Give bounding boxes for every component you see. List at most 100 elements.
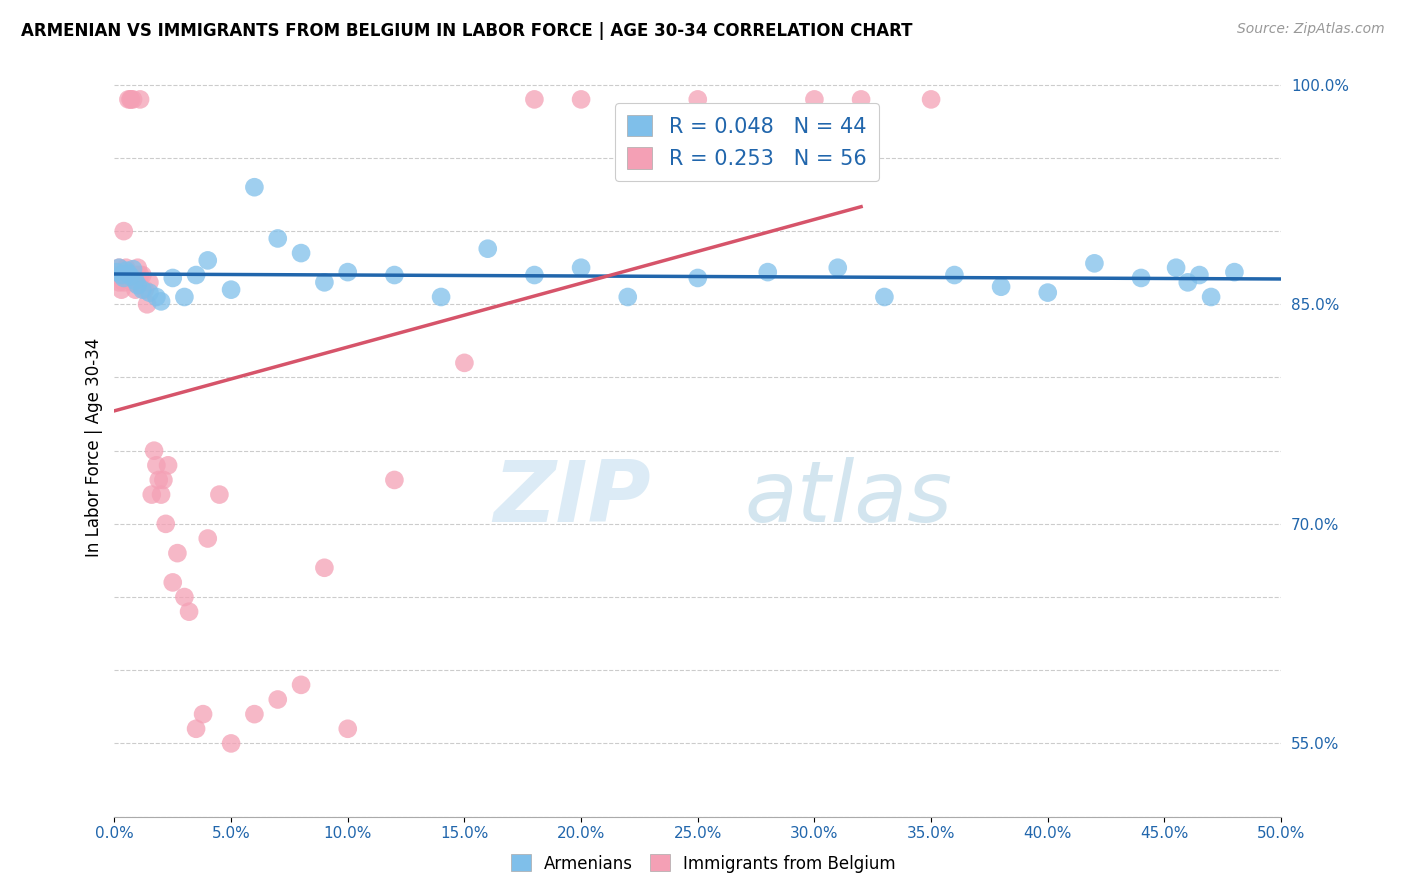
Point [1199,290,1222,304]
Point [124,268,146,282]
Point [184,268,207,282]
Point [477,242,499,256]
Point [827,260,849,275]
Point [115,271,138,285]
Point [1130,271,1153,285]
Point [243,707,266,722]
Point [219,736,242,750]
Point [124,283,146,297]
Point [138,276,160,290]
Point [873,290,896,304]
Point [122,276,145,290]
Point [336,722,359,736]
Point [756,265,779,279]
Point [569,92,592,106]
Point [127,260,149,275]
Text: ARMENIAN VS IMMIGRANTS FROM BELGIUM IN LABOR FORCE | AGE 30-34 CORRELATION CHART: ARMENIAN VS IMMIGRANTS FROM BELGIUM IN L… [21,22,912,40]
Point [1083,256,1105,270]
Point [124,274,146,288]
Point [138,285,160,300]
Point [112,224,135,238]
Point [173,290,195,304]
Text: atlas: atlas [744,458,952,541]
Point [430,290,453,304]
Point [120,269,142,284]
Point [523,268,546,282]
Point [110,268,132,282]
Point [243,180,266,194]
Point [314,276,336,290]
Point [148,473,170,487]
Point [115,263,138,277]
Point [108,260,131,275]
Point [569,260,592,275]
Point [157,458,180,473]
Point [314,561,336,575]
Point [122,92,145,106]
Point [384,473,406,487]
Point [129,92,152,106]
Point [184,722,207,736]
Point [943,268,966,282]
Y-axis label: In Labor Force | Age 30-34: In Labor Force | Age 30-34 [86,337,103,557]
Point [110,283,132,297]
Point [155,516,177,531]
Point [336,265,359,279]
Point [127,278,149,293]
Point [105,268,128,282]
Point [112,271,135,285]
Point [145,458,167,473]
Point [990,279,1012,293]
Point [120,92,142,106]
Point [219,283,242,297]
Point [150,487,173,501]
Point [108,260,131,275]
Point [191,707,214,722]
Point [141,487,163,501]
Point [1177,276,1199,290]
Point [1036,285,1059,300]
Point [120,92,142,106]
Point [177,605,200,619]
Point [197,532,219,546]
Point [110,268,132,282]
Point [616,290,638,304]
Point [115,260,138,275]
Point [290,246,312,260]
Point [152,473,174,487]
Point [453,356,475,370]
Point [127,268,149,282]
Point [197,253,219,268]
Point [1164,260,1187,275]
Legend: R = 0.048   N = 44, R = 0.253   N = 56: R = 0.048 N = 44, R = 0.253 N = 56 [614,103,879,181]
Legend: Armenians, Immigrants from Belgium: Armenians, Immigrants from Belgium [503,847,903,880]
Point [849,92,872,106]
Point [150,294,173,309]
Point [105,265,128,279]
Point [117,267,139,281]
Text: Source: ZipAtlas.com: Source: ZipAtlas.com [1237,22,1385,37]
Point [145,290,167,304]
Point [162,575,184,590]
Point [105,838,128,853]
Point [143,443,166,458]
Point [129,268,152,282]
Point [803,92,825,106]
Point [920,92,942,106]
Point [1223,265,1246,279]
Point [108,276,131,290]
Text: ZIP: ZIP [494,458,651,541]
Point [267,692,290,706]
Point [384,268,406,282]
Point [131,283,153,297]
Point [290,678,312,692]
Point [162,271,184,285]
Point [1188,268,1211,282]
Point [136,297,159,311]
Point [267,231,290,245]
Point [131,268,153,282]
Point [686,271,709,285]
Point [173,590,195,604]
Point [112,276,135,290]
Point [208,487,231,501]
